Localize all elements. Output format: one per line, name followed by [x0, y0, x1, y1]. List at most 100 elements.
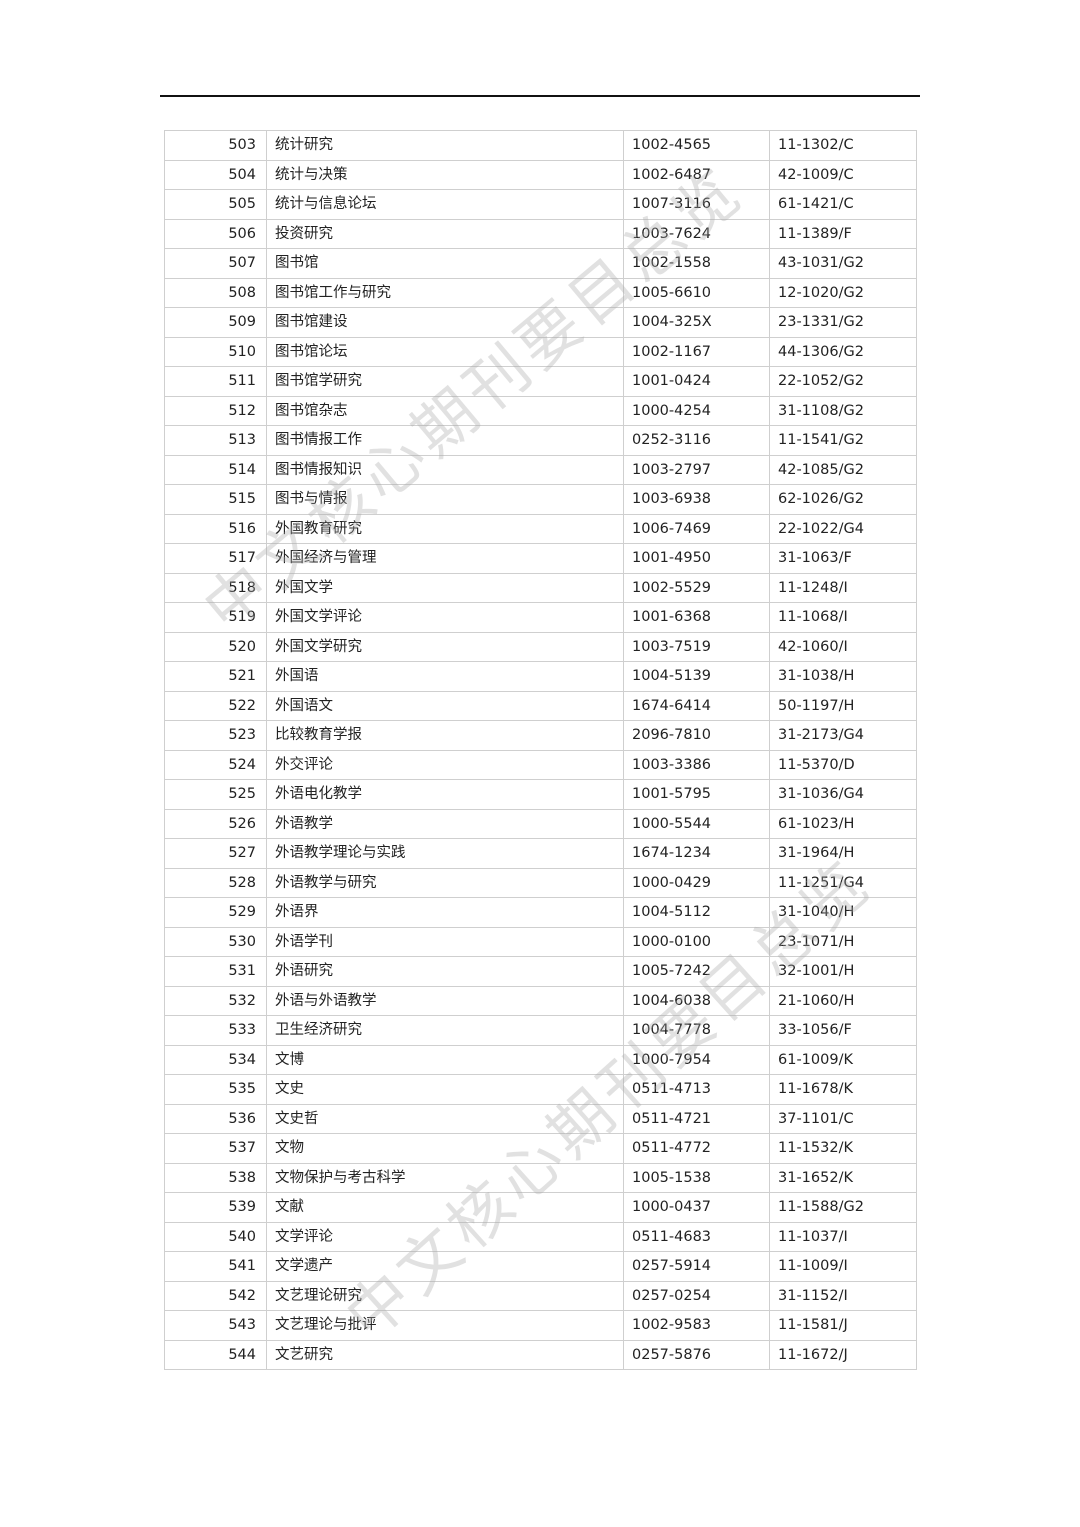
- issn: 1000-7954: [623, 1044, 770, 1075]
- row-number: 532: [164, 985, 267, 1016]
- row-number: 528: [164, 867, 267, 898]
- issn: 1004-5139: [623, 661, 770, 692]
- table-row: 508 图书馆工作与研究 1005-6610 12-1020/G2: [164, 277, 917, 308]
- table-row: 534 文博 1000-7954 61-1009/K: [164, 1044, 917, 1075]
- journal-name: 外国语: [266, 661, 624, 692]
- journal-name: 文史: [266, 1074, 624, 1105]
- cn-number: 43-1031/G2: [769, 248, 917, 279]
- cn-number: 11-1672/J: [769, 1339, 917, 1370]
- row-number: 530: [164, 926, 267, 957]
- row-number: 506: [164, 218, 267, 249]
- issn: 1004-325X: [623, 307, 770, 338]
- row-number: 523: [164, 720, 267, 751]
- row-number: 517: [164, 543, 267, 574]
- cn-number: 31-1063/F: [769, 543, 917, 574]
- issn: 0257-0254: [623, 1280, 770, 1311]
- cn-number: 31-1964/H: [769, 838, 917, 869]
- row-number: 507: [164, 248, 267, 279]
- journal-name: 图书馆论坛: [266, 336, 624, 367]
- journal-name: 图书馆建设: [266, 307, 624, 338]
- journal-name: 外语教学理论与实践: [266, 838, 624, 869]
- row-number: 531: [164, 956, 267, 987]
- table-row: 510 图书馆论坛 1002-1167 44-1306/G2: [164, 336, 917, 367]
- issn: 1002-5529: [623, 572, 770, 603]
- table-row: 541 文学遗产 0257-5914 11-1009/I: [164, 1251, 917, 1282]
- cn-number: 61-1421/C: [769, 189, 917, 220]
- row-number: 509: [164, 307, 267, 338]
- journal-name: 外语学刊: [266, 926, 624, 957]
- journal-name: 外语电化教学: [266, 779, 624, 810]
- table-row: 513 图书情报工作 0252-3116 11-1541/G2: [164, 425, 917, 456]
- issn: 0257-5914: [623, 1251, 770, 1282]
- journal-table: 503 统计研究 1002-4565 11-1302/C 504 统计与决策 1002-64…: [164, 130, 917, 1370]
- row-number: 541: [164, 1251, 267, 1282]
- cn-number: 11-1389/F: [769, 218, 917, 249]
- journal-name: 图书与情报: [266, 484, 624, 515]
- issn: 1000-5544: [623, 808, 770, 839]
- row-number: 513: [164, 425, 267, 456]
- cn-number: 32-1001/H: [769, 956, 917, 987]
- issn: 1000-0437: [623, 1192, 770, 1223]
- cn-number: 61-1009/K: [769, 1044, 917, 1075]
- cn-number: 11-5370/D: [769, 749, 917, 780]
- row-number: 503: [164, 130, 267, 161]
- journal-name: 外语教学: [266, 808, 624, 839]
- journal-name: 统计与决策: [266, 159, 624, 190]
- journal-name: 卫生经济研究: [266, 1015, 624, 1046]
- row-number: 512: [164, 395, 267, 426]
- journal-name: 图书馆学研究: [266, 366, 624, 397]
- cn-number: 31-1038/H: [769, 661, 917, 692]
- issn: 1003-3386: [623, 749, 770, 780]
- row-number: 544: [164, 1339, 267, 1370]
- cn-number: 23-1071/H: [769, 926, 917, 957]
- table-row: 533 卫生经济研究 1004-7778 33-1056/F: [164, 1015, 917, 1046]
- table-row: 531 外语研究 1005-7242 32-1001/H: [164, 956, 917, 987]
- issn: 1005-1538: [623, 1162, 770, 1193]
- cn-number: 22-1022/G4: [769, 513, 917, 544]
- issn: 1007-3116: [623, 189, 770, 220]
- journal-name: 外国文学研究: [266, 631, 624, 662]
- journal-name: 图书馆工作与研究: [266, 277, 624, 308]
- table-row: 503 统计研究 1002-4565 11-1302/C: [164, 130, 917, 161]
- row-number: 525: [164, 779, 267, 810]
- table-row: 507 图书馆 1002-1558 43-1031/G2: [164, 248, 917, 279]
- row-number: 534: [164, 1044, 267, 1075]
- row-number: 537: [164, 1133, 267, 1164]
- journal-name: 文物: [266, 1133, 624, 1164]
- row-number: 514: [164, 454, 267, 485]
- row-number: 516: [164, 513, 267, 544]
- table-row: 542 文艺理论研究 0257-0254 31-1152/I: [164, 1280, 917, 1311]
- journal-name: 文学评论: [266, 1221, 624, 1252]
- row-number: 522: [164, 690, 267, 721]
- issn: 1003-7624: [623, 218, 770, 249]
- issn: 1002-4565: [623, 130, 770, 161]
- journal-name: 图书情报工作: [266, 425, 624, 456]
- row-number: 527: [164, 838, 267, 869]
- journal-name: 图书情报知识: [266, 454, 624, 485]
- issn: 1674-1234: [623, 838, 770, 869]
- journal-name: 外语研究: [266, 956, 624, 987]
- journal-name: 外交评论: [266, 749, 624, 780]
- cn-number: 33-1056/F: [769, 1015, 917, 1046]
- row-number: 510: [164, 336, 267, 367]
- row-number: 521: [164, 661, 267, 692]
- journal-name: 投资研究: [266, 218, 624, 249]
- cn-number: 22-1052/G2: [769, 366, 917, 397]
- journal-name: 外语界: [266, 897, 624, 928]
- cn-number: 11-1037/I: [769, 1221, 917, 1252]
- journal-name: 图书馆杂志: [266, 395, 624, 426]
- issn: 2096-7810: [623, 720, 770, 751]
- row-number: 524: [164, 749, 267, 780]
- issn: 0511-4772: [623, 1133, 770, 1164]
- cn-number: 50-1197/H: [769, 690, 917, 721]
- cn-number: 31-1108/G2: [769, 395, 917, 426]
- row-number: 529: [164, 897, 267, 928]
- cn-number: 61-1023/H: [769, 808, 917, 839]
- table-row: 511 图书馆学研究 1001-0424 22-1052/G2: [164, 366, 917, 397]
- journal-name: 统计研究: [266, 130, 624, 161]
- table-row: 536 文史哲 0511-4721 37-1101/C: [164, 1103, 917, 1134]
- table-row: 521 外国语 1004-5139 31-1038/H: [164, 661, 917, 692]
- cn-number: 11-1678/K: [769, 1074, 917, 1105]
- row-number: 504: [164, 159, 267, 190]
- table-row: 519 外国文学评论 1001-6368 11-1068/I: [164, 602, 917, 633]
